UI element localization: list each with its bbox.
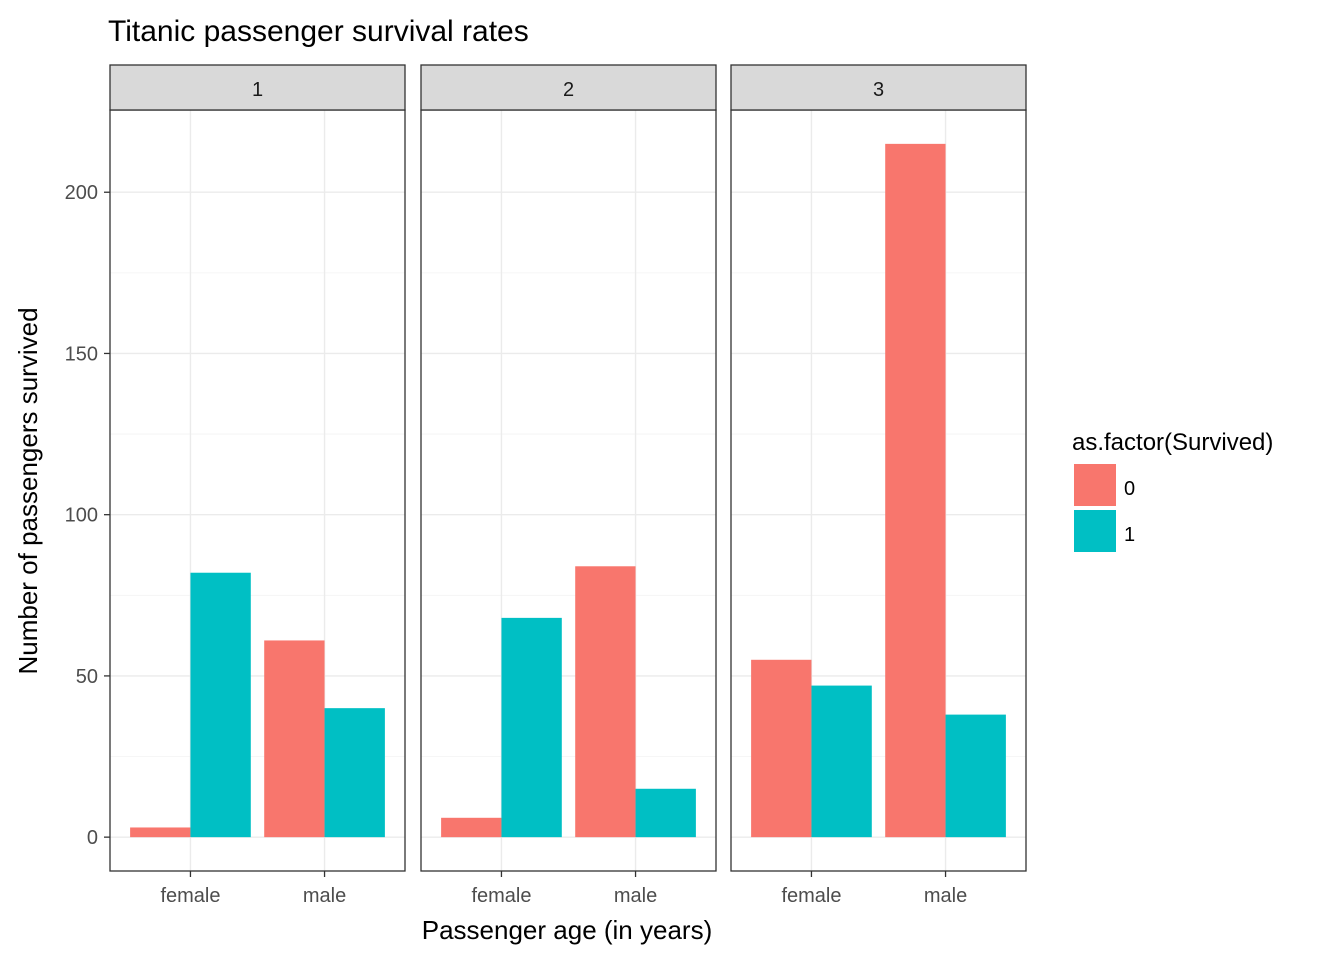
bar-facet1-male-survived-0 [264, 640, 325, 838]
bar-facet1-female-survived-1 [190, 572, 251, 838]
bar-facet2-male-survived-1 [635, 788, 696, 838]
facet-panel-1: 1 female male [109, 64, 406, 907]
facet-strip-label: 1 [252, 79, 263, 101]
bar-facet1-male-survived-1 [324, 708, 385, 838]
bar-facet3-male-survived-0 [885, 143, 946, 838]
y-tick-label: 0 [87, 827, 98, 849]
y-axis-title: Number of passengers survived [13, 307, 43, 674]
facet-strip [730, 64, 1027, 111]
x-tick-label-female: female [160, 885, 220, 907]
legend-label-1: 1 [1124, 524, 1135, 546]
x-axis-title: Passenger age (in years) [422, 915, 712, 945]
facet-strip-label: 2 [563, 79, 574, 101]
bar-facet2-male-survived-0 [575, 566, 636, 838]
legend: as.factor(Survived) 0 1 [1072, 429, 1273, 552]
legend-label-0: 0 [1124, 478, 1135, 500]
y-tick-label: 100 [65, 505, 98, 527]
y-tick-label: 200 [65, 182, 98, 204]
legend-title: as.factor(Survived) [1072, 429, 1273, 456]
facet-panel-3: 3 female male [730, 64, 1027, 907]
bar-facet1-female-survived-0 [130, 827, 191, 838]
x-tick-label-female: female [471, 885, 531, 907]
bar-facet2-female-survived-1 [501, 617, 562, 838]
bar-facet3-female-survived-1 [811, 685, 872, 838]
bar-facet2-female-survived-0 [441, 817, 502, 838]
y-tick-label: 150 [65, 343, 98, 365]
bar-facet3-female-survived-0 [751, 659, 812, 838]
x-tick-label-male: male [614, 885, 657, 907]
x-tick-label-female: female [781, 885, 841, 907]
facet-strip [420, 64, 717, 111]
facet-strip-label: 3 [873, 79, 884, 101]
x-tick-label-male: male [924, 885, 967, 907]
facet-panel-2: 2 female male [420, 64, 717, 907]
y-axis: 0 50 100 150 200 [65, 182, 110, 849]
bar-facet3-male-survived-1 [945, 714, 1006, 838]
legend-key-0 [1074, 464, 1116, 506]
legend-key-1 [1074, 510, 1116, 552]
x-tick-label-male: male [303, 885, 346, 907]
chart-title: Titanic passenger survival rates [108, 15, 529, 48]
facet-panels: 1 female male 2 female male 3 female male [109, 64, 1027, 907]
facet-strip [109, 64, 406, 111]
y-tick-label: 50 [76, 666, 98, 688]
